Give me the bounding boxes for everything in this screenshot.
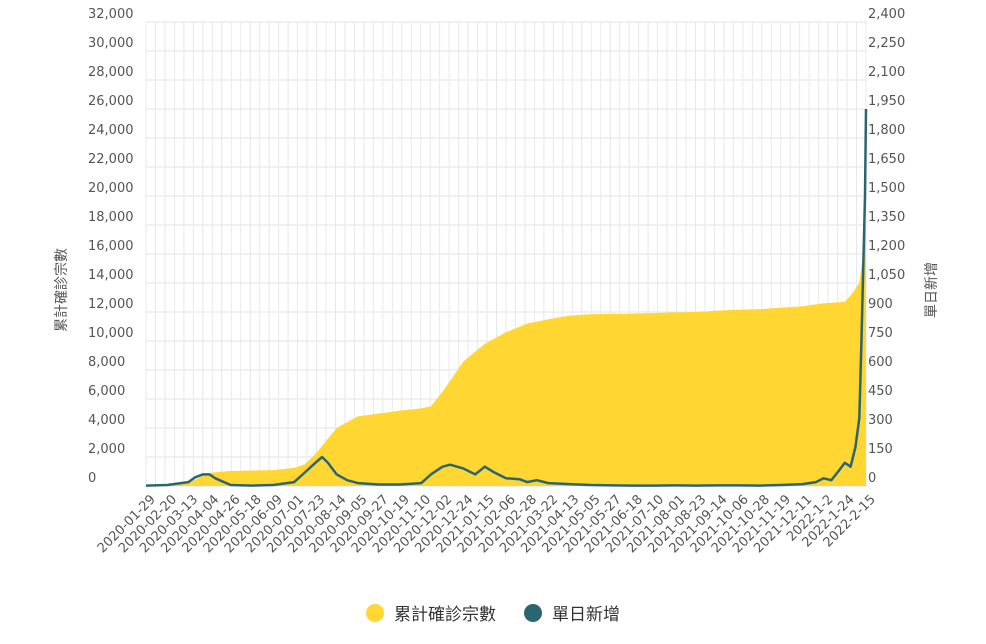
legend-label-cumulative: 累計確診宗數 (394, 605, 496, 625)
y-left-tick-label: 6,000 (88, 384, 125, 399)
y-left-tick-label: 4,000 (88, 413, 125, 428)
y-left-axis-title: 累計確診宗數 (54, 248, 70, 332)
series-cumulative-area (146, 225, 866, 486)
y-right-axis-title: 單日新增 (924, 262, 940, 318)
y-right-tick-label: 300 (868, 413, 893, 428)
y-left-tick-label: 2,000 (88, 442, 125, 457)
series-daily-line (145, 108, 868, 487)
legend-item-cumulative: 累計確診宗數 (366, 600, 496, 625)
x-axis-ticks: 2020-01-292020-02-202020-03-132020-04-04… (95, 492, 879, 556)
y-left-tick-label: 22,000 (88, 152, 134, 167)
legend: 累計確診宗數 單日新增 (0, 600, 986, 625)
y-left-tick-label: 26,000 (88, 94, 134, 109)
chart-canvas: 0 2,000 4,000 6,000 8,000 10,000 12,000 14,000 1… (54, 7, 940, 556)
right-axis-ticks: 0 150 300 450 600 750 900 1,050 1,200 1,350 1,500 1… (868, 7, 905, 486)
y-right-tick-label: 1,800 (868, 123, 905, 138)
y-right-tick-label: 2,400 (868, 7, 905, 22)
y-right-tick-label: 1,650 (868, 152, 905, 167)
y-left-tick-label: 8,000 (88, 355, 125, 370)
y-left-tick-label: 32,000 (88, 7, 134, 22)
y-right-tick-label: 2,100 (868, 65, 905, 80)
y-right-tick-label: 0 (868, 471, 876, 486)
y-right-tick-label: 1,200 (868, 239, 905, 254)
y-right-tick-label: 1,050 (868, 268, 905, 283)
y-left-tick-label: 28,000 (88, 65, 134, 80)
y-right-tick-label: 900 (868, 297, 893, 312)
y-right-tick-label: 750 (868, 326, 893, 341)
y-left-tick-label: 30,000 (88, 36, 134, 51)
legend-item-daily: 單日新增 (524, 600, 620, 625)
y-right-tick-label: 150 (868, 442, 893, 457)
y-left-tick-label: 20,000 (88, 181, 134, 196)
y-right-tick-label: 450 (868, 384, 893, 399)
cumulative-area-layer (146, 225, 866, 486)
y-right-tick-label: 2,250 (868, 36, 905, 51)
legend-swatch-cumulative (366, 603, 384, 622)
y-left-tick-label: 14,000 (88, 268, 134, 283)
y-left-tick-label: 0 (88, 471, 96, 486)
y-left-tick-label: 16,000 (88, 239, 134, 254)
y-right-tick-label: 600 (868, 355, 893, 370)
y-left-tick-label: 12,000 (88, 297, 134, 312)
y-right-tick-label: 1,500 (868, 181, 905, 196)
legend-swatch-daily (524, 603, 542, 622)
legend-label-daily: 單日新增 (552, 605, 620, 625)
y-right-tick-label: 1,950 (868, 94, 905, 109)
grid-layer (145, 21, 867, 487)
y-right-tick-label: 1,350 (868, 210, 905, 225)
y-left-tick-label: 18,000 (88, 210, 134, 225)
y-left-tick-label: 10,000 (88, 326, 134, 341)
daily-line-layer (145, 108, 868, 487)
y-left-tick-label: 24,000 (88, 123, 134, 138)
left-axis-ticks: 0 2,000 4,000 6,000 8,000 10,000 12,000 14,000 1… (88, 7, 134, 486)
